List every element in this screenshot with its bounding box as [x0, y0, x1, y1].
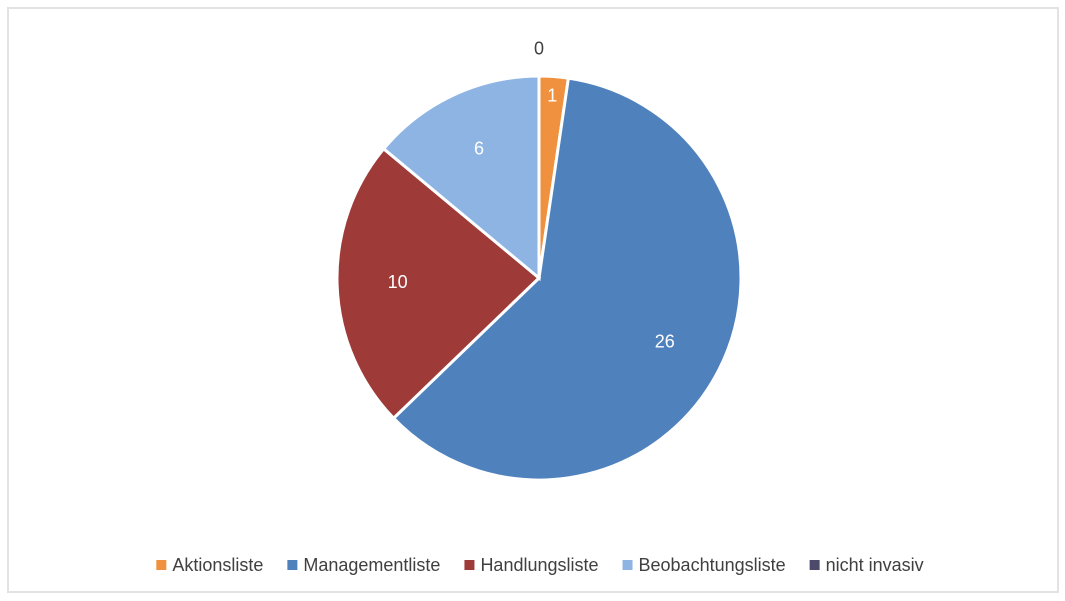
- pie-slice: [335, 146, 542, 421]
- legend-marker: [622, 560, 633, 570]
- legend-marker: [287, 560, 298, 570]
- legend-label: Beobachtungsliste: [639, 555, 786, 575]
- data-label: 26: [655, 331, 675, 351]
- legend-marker: [809, 560, 820, 570]
- data-label: 10: [388, 272, 408, 292]
- legend-label: Managementliste: [303, 555, 440, 575]
- pie-slice: [381, 74, 541, 282]
- legend-label: nicht invasiv: [826, 555, 924, 575]
- legend-label: Handlungsliste: [480, 555, 598, 575]
- data-label: 0: [534, 38, 544, 58]
- legend-marker: [464, 560, 475, 570]
- legend-label: Aktionsliste: [172, 555, 263, 575]
- data-label: 1: [547, 85, 557, 105]
- data-label: 6: [474, 139, 484, 159]
- legend-marker: [156, 560, 167, 570]
- pie-slice: [391, 76, 743, 482]
